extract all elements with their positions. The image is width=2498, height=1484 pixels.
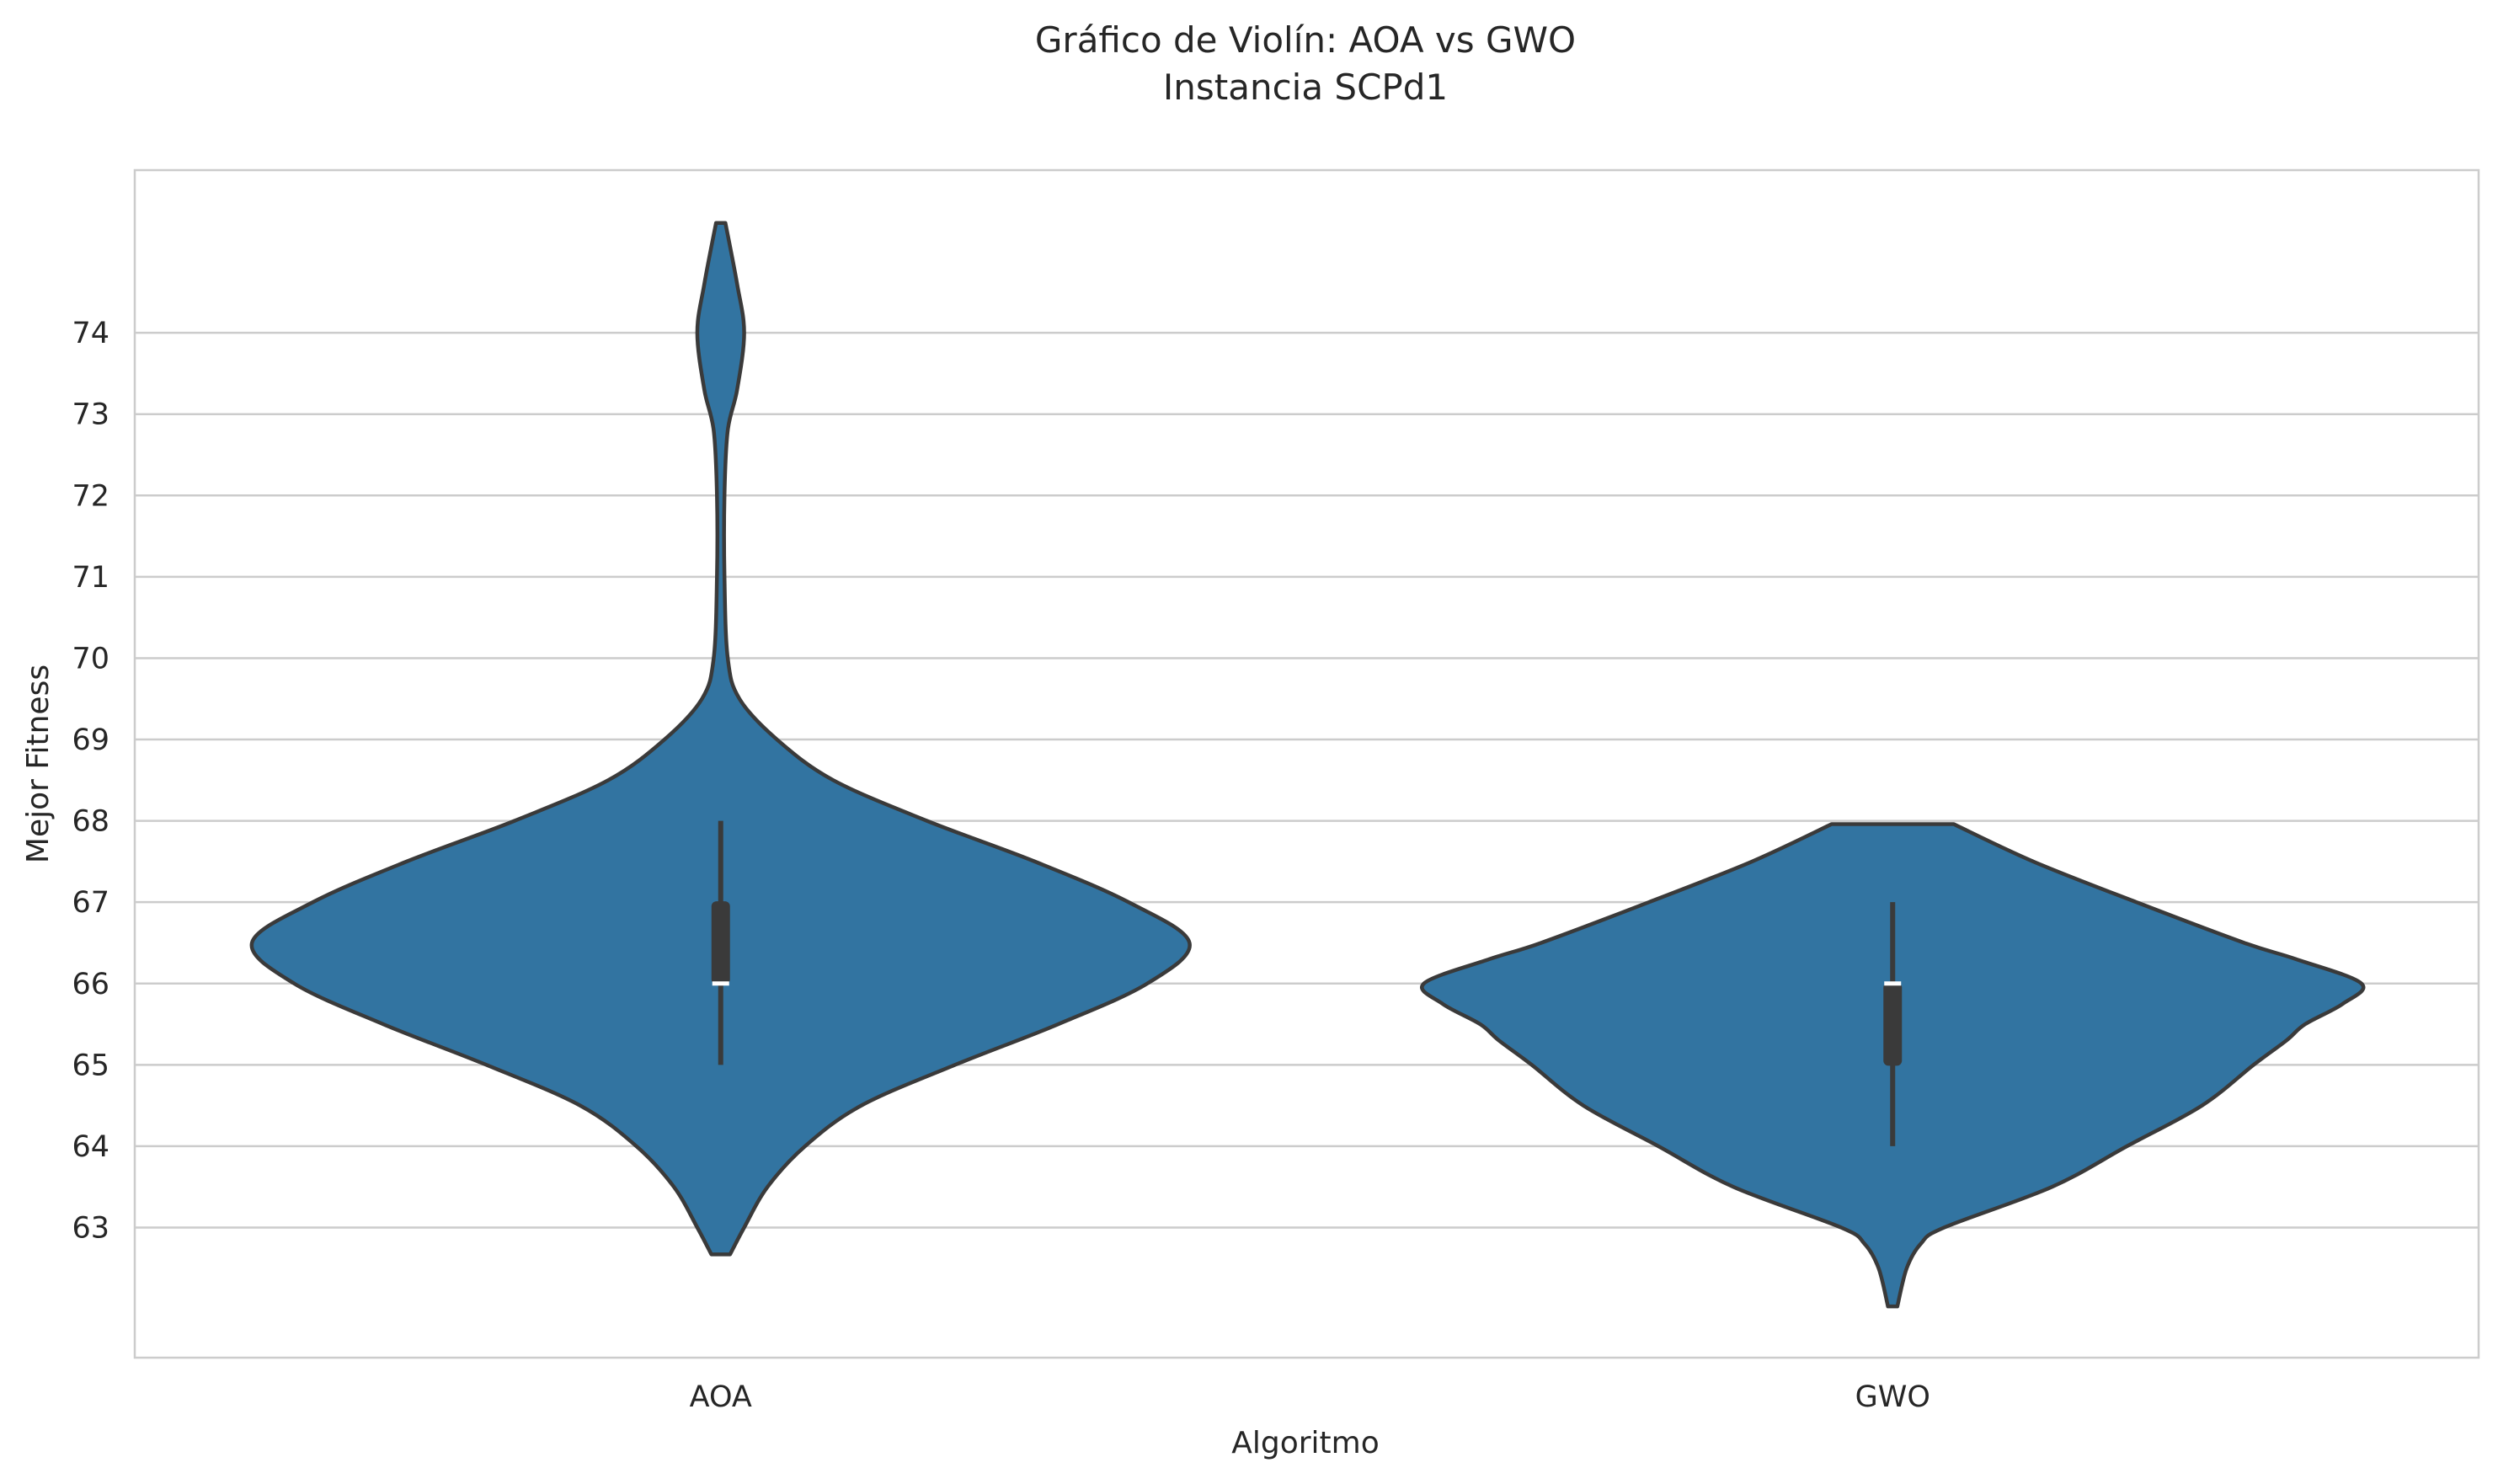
y-tick-label: 67 <box>72 886 109 920</box>
chart-subtitle: Instancia SCPd1 <box>1163 67 1448 108</box>
x-tick-label: GWO <box>1855 1380 1930 1414</box>
violin-body <box>249 221 1192 1257</box>
y-tick-label: 72 <box>72 479 109 513</box>
y-tick-label: 66 <box>72 968 109 1001</box>
violins <box>249 221 2366 1309</box>
x-tick-labels: AOA GWO <box>690 1380 1930 1414</box>
violin-iqr-box <box>711 901 730 985</box>
y-tick-label: 74 <box>72 317 109 350</box>
y-tick-labels: 63 64 65 66 67 68 69 70 71 72 73 74 <box>72 317 109 1245</box>
chart-title: Gráfico de Violín: AOA vs GWO <box>1035 19 1576 61</box>
y-tick-label: 71 <box>72 561 109 595</box>
violin-iqr-box <box>1883 982 1903 1066</box>
y-tick-label: 69 <box>72 723 109 757</box>
y-tick-label: 73 <box>72 398 109 432</box>
x-tick-label: AOA <box>690 1380 752 1414</box>
y-tick-label: 65 <box>72 1049 109 1082</box>
y-tick-label: 63 <box>72 1211 109 1245</box>
y-tick-label: 64 <box>72 1130 109 1164</box>
y-tick-label: 70 <box>72 642 109 675</box>
y-axis-label: Mejor Fitness <box>21 665 56 863</box>
y-tick-label: 68 <box>72 805 109 839</box>
plot-frame <box>133 168 2480 1359</box>
x-axis-label: Algoritmo <box>1231 1426 1380 1460</box>
